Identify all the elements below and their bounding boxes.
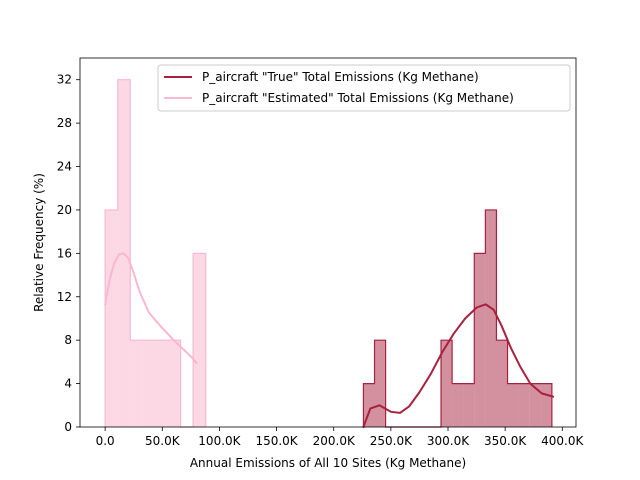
histogram-bar [155,340,168,427]
histogram-bar [363,383,375,427]
plot-area [104,79,555,428]
histogram-bar [374,340,386,427]
x-axis-label: Annual Emissions of All 10 Sites (Kg Met… [190,456,466,470]
y-tick-label: 12 [57,290,72,304]
histogram-bar [474,253,486,427]
x-tick-label: 350.0K [484,434,527,448]
y-tick-label: 24 [57,160,72,174]
histogram-bar [193,253,206,427]
histogram-outline [104,79,207,428]
x-tick-label: 150.0K [255,434,298,448]
histogram-bar [518,383,530,427]
x-tick-label: 200.0K [313,434,356,448]
series-1-group [104,79,207,428]
histogram-bar [507,383,519,427]
histogram-bar [540,383,552,427]
x-tick-label: 300.0K [427,434,470,448]
legend-label-estimated: P_aircraft "Estimated" Total Emissions (… [202,91,514,105]
legend-box [157,64,571,112]
histogram-bar [529,383,541,427]
histogram-bar [496,340,508,427]
axes-frame [79,57,577,428]
y-tick-label: 16 [57,246,72,260]
y-tick-label: 28 [57,116,72,130]
y-tick-label: 32 [57,73,72,87]
y-tick-label: 8 [64,333,72,347]
histogram-bar [142,340,156,427]
y-axis-label: Relative Frequency (%) [32,173,46,312]
x-tick-label: 250.0K [370,434,413,448]
x-tick-label: 100.0K [198,434,241,448]
series-0-group [362,209,555,428]
kde-line [362,303,555,428]
legend: P_aircraft "True" Total Emissions (Kg Me… [157,64,571,112]
x-tick-label: 400.0K [541,434,584,448]
histogram-bar [441,340,453,427]
y-tick-label: 0 [64,420,72,434]
histogram-bar [452,383,464,427]
x-tick-label: 0.0 [96,434,115,448]
histogram-bar [485,209,497,427]
histogram-outline [362,209,553,428]
histogram-bar [168,340,181,427]
kde-line [104,252,198,364]
axes: 0.0 50.0K 100.0K 150.0K 200.0K 250.0K 300.0K 35… [57,57,585,448]
histogram-bar [105,209,118,427]
histogram-bar [130,340,143,427]
legend-label-true: P_aircraft "True" Total Emissions (Kg Me… [202,70,479,84]
y-tick-label: 20 [57,203,72,217]
histogram-bar [463,383,475,427]
x-tick-label: 50.0K [145,434,181,448]
y-tick-label: 4 [64,377,72,391]
